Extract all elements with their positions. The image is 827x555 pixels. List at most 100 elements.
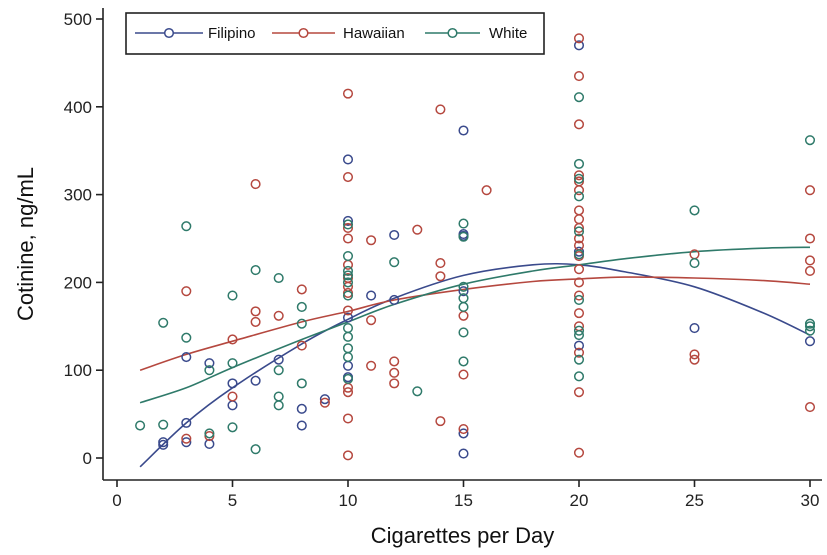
white-point: [573, 325, 585, 336]
hawaiian-point: [804, 265, 816, 277]
legend-filipino-marker: [163, 27, 175, 39]
white-point: [573, 371, 585, 382]
hawaiian-point: [342, 171, 354, 183]
hawaiian-point: [366, 360, 377, 371]
white-point: [804, 321, 816, 332]
filipino-point: [458, 448, 469, 459]
white-point: [296, 318, 307, 329]
white-point: [573, 158, 585, 169]
hawaiian-point: [689, 349, 700, 360]
hawaiian-point: [435, 104, 446, 115]
x-tick-label: 20: [570, 491, 589, 510]
white-point: [227, 358, 238, 369]
hawaiian-point: [250, 306, 261, 317]
white-point: [296, 301, 307, 313]
hawaiian-point: [573, 264, 585, 275]
hawaiian-point: [389, 356, 400, 367]
filipino-point: [573, 340, 585, 351]
white-point: [204, 428, 215, 439]
hawaiian-point: [435, 258, 446, 269]
filipino-point: [250, 375, 261, 386]
hawaiian-point: [366, 235, 377, 246]
white-point: [181, 221, 192, 232]
filipino-point: [366, 290, 377, 301]
white-point: [181, 332, 192, 343]
white-point: [296, 378, 307, 389]
hawaiian-point: [573, 33, 585, 44]
x-tick-label: 0: [112, 491, 121, 510]
hawaiian-point: [389, 367, 400, 378]
white-point: [804, 135, 816, 146]
data-points: [135, 33, 816, 461]
hawaiian-point: [227, 391, 238, 402]
hawaiian-fit-line: [139, 276, 811, 371]
filipino-point: [273, 354, 284, 365]
filipino-point: [689, 323, 700, 334]
white-point: [227, 422, 238, 433]
white-point: [804, 325, 816, 336]
hawaiian-point: [227, 334, 238, 345]
hawaiian-point: [481, 185, 492, 196]
hawaiian-point: [273, 310, 284, 321]
hawaiian-point: [435, 416, 446, 427]
hawaiian-point: [804, 402, 816, 413]
white-point: [204, 365, 215, 376]
white-point: [273, 272, 284, 284]
legend-hawaiian-label: Hawaiian: [343, 25, 405, 42]
white-point: [458, 327, 469, 338]
white-point: [689, 258, 700, 269]
hawaiian-point: [573, 170, 585, 181]
white-point: [412, 386, 423, 397]
white-point: [273, 400, 284, 411]
hawaiian-point: [689, 354, 700, 365]
hawaiian-point: [573, 447, 585, 458]
white-point: [342, 251, 354, 262]
white-point: [458, 301, 469, 313]
hawaiian-point: [804, 233, 816, 244]
white-point: [342, 351, 354, 363]
hawaiian-point: [573, 185, 585, 196]
filipino-point: [296, 403, 307, 414]
filipino-point: [458, 428, 469, 439]
white-point: [573, 294, 585, 306]
hawaiian-point: [342, 233, 354, 244]
white-point: [573, 354, 585, 365]
hawaiian-point: [250, 179, 261, 190]
white-point: [135, 420, 146, 431]
filipino-point: [319, 394, 330, 405]
x-tick-label: 10: [339, 491, 358, 510]
hawaiian-point: [342, 413, 354, 424]
hawaiian-point: [342, 387, 354, 398]
filipino-point: [804, 336, 816, 347]
hawaiian-point: [804, 255, 816, 266]
hawaiian-point: [342, 222, 354, 234]
filipino-point: [389, 229, 400, 241]
white-point: [389, 257, 400, 268]
hawaiian-point: [366, 315, 377, 326]
hawaiian-point: [389, 378, 400, 389]
filipino-point: [389, 294, 400, 306]
y-axis-title: Cotinine, ng/mL: [13, 167, 38, 321]
white-point: [342, 219, 354, 230]
filipino-point: [458, 125, 469, 136]
white-point: [158, 317, 169, 328]
hawaiian-point: [804, 185, 816, 196]
y-tick-label: 500: [64, 10, 92, 29]
white-point: [273, 365, 284, 376]
filipino-point: [181, 351, 192, 363]
x-tick-label: 30: [801, 491, 820, 510]
white-point: [458, 218, 469, 229]
white-point: [342, 270, 354, 281]
white-point: [689, 205, 700, 216]
x-tick-label: 15: [454, 491, 473, 510]
white-point: [342, 265, 354, 277]
white-point: [573, 330, 585, 341]
white-point: [573, 92, 585, 103]
hawaiian-point: [342, 88, 354, 99]
filipino-point: [227, 378, 238, 389]
hawaiian-point: [573, 387, 585, 398]
x-tick-label: 5: [228, 491, 237, 510]
hawaiian-point: [342, 305, 354, 316]
